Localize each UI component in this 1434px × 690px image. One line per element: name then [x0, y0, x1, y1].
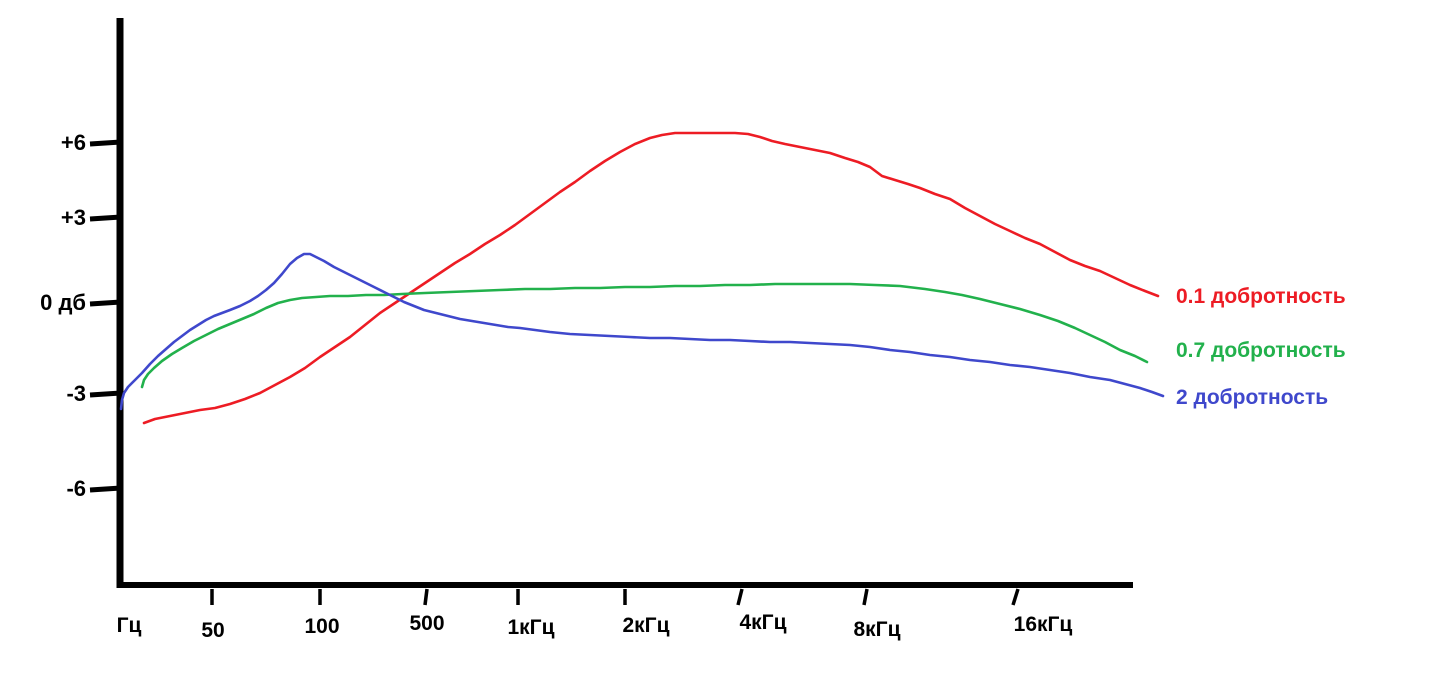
x-tick-label: 4кГц — [739, 611, 786, 634]
y-tick-label: 0 дб — [40, 290, 86, 315]
y-tick-label: +3 — [61, 205, 86, 230]
x-tick — [423, 588, 429, 606]
x-tick-label: 100 — [304, 615, 339, 638]
y-tick — [89, 214, 122, 222]
x-tick-label: 1кГц — [507, 616, 554, 639]
y-tick — [89, 390, 122, 398]
y-tick-label: -6 — [66, 476, 86, 501]
legend-label-1: 0.7 добротность — [1176, 339, 1346, 362]
y-tick — [89, 139, 122, 147]
series-line-q0.1 — [142, 131, 1160, 425]
x-tick-label: 2кГц — [622, 614, 669, 637]
x-tick-label: Гц — [117, 614, 142, 637]
series-line-q2 — [119, 252, 1165, 411]
y-tick — [89, 485, 122, 493]
x-tick — [736, 588, 744, 606]
y-tick-label: -3 — [66, 381, 86, 406]
x-tick — [862, 588, 869, 606]
x-tick-label: 16кГц — [1014, 613, 1073, 636]
x-tick-label: 500 — [409, 612, 444, 635]
y-tick — [89, 299, 122, 307]
legend-label-0: 0.1 добротность — [1176, 285, 1346, 308]
x-tick-label: 50 — [201, 619, 224, 642]
series-line-q0.7 — [140, 282, 1149, 389]
x-tick-label: 8кГц — [853, 618, 900, 641]
x-tick — [1011, 588, 1020, 606]
y-tick-label: +6 — [61, 130, 86, 155]
legend-label-2: 2 добротность — [1176, 386, 1328, 409]
